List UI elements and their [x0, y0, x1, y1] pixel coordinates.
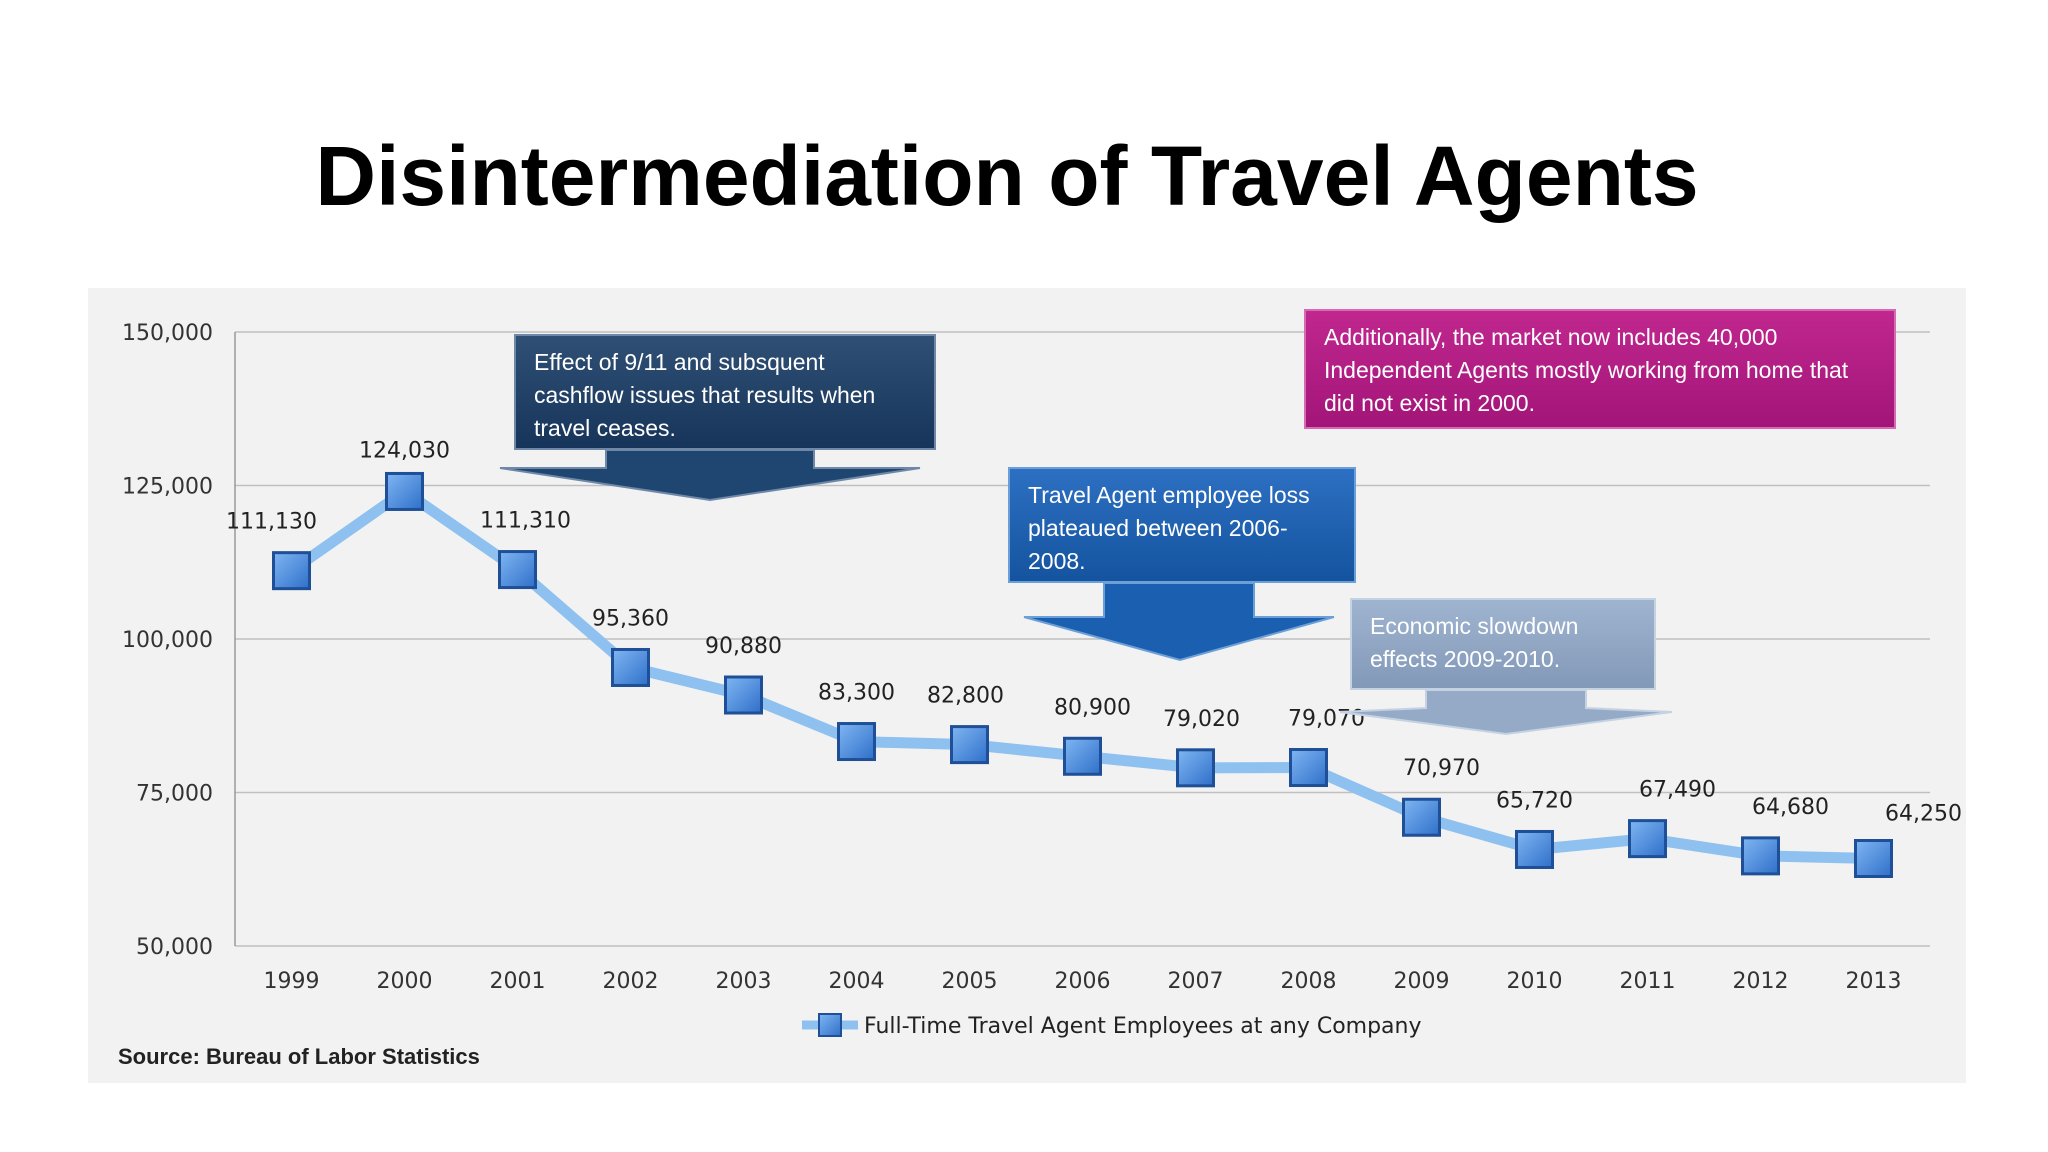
line-chart: 50,000 75,000 100,000 125,000 150,000 1999 200…	[122, 321, 1962, 1039]
x-tick-label: 2012	[1733, 969, 1789, 994]
x-tick-label: 2010	[1507, 969, 1563, 994]
data-label: 82,800	[927, 684, 1004, 709]
x-tick-label: 2009	[1394, 969, 1450, 994]
x-tick-label: 2001	[490, 969, 546, 994]
x-tick-label: 2011	[1620, 969, 1676, 994]
data-label: 67,490	[1639, 778, 1716, 803]
y-tick-label: 150,000	[122, 321, 213, 346]
source-note: Source: Bureau of Labor Statistics	[118, 1044, 480, 1069]
data-label: 70,970	[1403, 756, 1480, 781]
x-tick-label: 2006	[1055, 969, 1111, 994]
x-tick-label: 2005	[942, 969, 998, 994]
data-label: 90,880	[705, 634, 782, 659]
data-label: 95,360	[592, 606, 669, 631]
y-tick-label: 125,000	[122, 475, 213, 500]
x-tick-label: 2002	[603, 969, 659, 994]
data-point	[950, 725, 989, 765]
data-label: 64,250	[1885, 802, 1962, 827]
data-point	[611, 647, 650, 687]
x-tick-label: 2013	[1846, 969, 1902, 994]
data-point	[1628, 819, 1667, 859]
data-label: 65,720	[1496, 788, 1573, 813]
data-point	[385, 471, 424, 511]
x-tick-label: 1999	[264, 969, 320, 994]
data-label: 111,130	[226, 510, 317, 535]
data-label: 111,310	[480, 509, 571, 534]
x-tick-label: 2003	[716, 969, 772, 994]
data-point	[1289, 748, 1328, 788]
data-point	[1063, 736, 1102, 776]
data-point	[724, 675, 763, 715]
data-point	[272, 551, 311, 591]
data-point	[1402, 797, 1441, 837]
data-label: 124,030	[359, 438, 450, 463]
slide-title: Disintermediation of Travel Agents	[315, 129, 1699, 223]
data-label: 83,300	[818, 681, 895, 706]
callout-plateau: Travel Agent employee loss plateaued bet…	[1008, 467, 1356, 583]
legend-marker	[818, 1013, 842, 1037]
data-label: 80,900	[1054, 695, 1131, 720]
callout-911-effect: Effect of 9/11 and subsquent cashflow is…	[514, 334, 936, 450]
arrow-plateau	[1023, 582, 1335, 662]
data-label: 64,680	[1752, 795, 1829, 820]
data-point	[498, 550, 537, 590]
y-tick-label: 75,000	[136, 782, 213, 807]
arrow-slowdown	[1339, 689, 1673, 736]
x-tick-label: 2007	[1168, 969, 1224, 994]
legend-label: Full-Time Travel Agent Employees at any …	[864, 1014, 1422, 1039]
callout-economic-slowdown: Economic slowdown effects 2009-2010.	[1350, 598, 1656, 690]
data-label: 79,020	[1163, 707, 1240, 732]
data-point	[1176, 748, 1215, 788]
data-point	[1515, 829, 1554, 869]
y-tick-label: 100,000	[122, 628, 213, 653]
x-tick-label: 2000	[377, 969, 433, 994]
callout-independent-agents: Additionally, the market now includes 40…	[1304, 309, 1896, 429]
x-tick-label: 2004	[829, 969, 885, 994]
data-point	[837, 722, 876, 762]
data-point	[1741, 836, 1780, 876]
y-tick-label: 50,000	[136, 935, 213, 960]
arrow-911	[499, 449, 921, 502]
data-point	[1854, 839, 1893, 879]
x-tick-label: 2008	[1281, 969, 1337, 994]
